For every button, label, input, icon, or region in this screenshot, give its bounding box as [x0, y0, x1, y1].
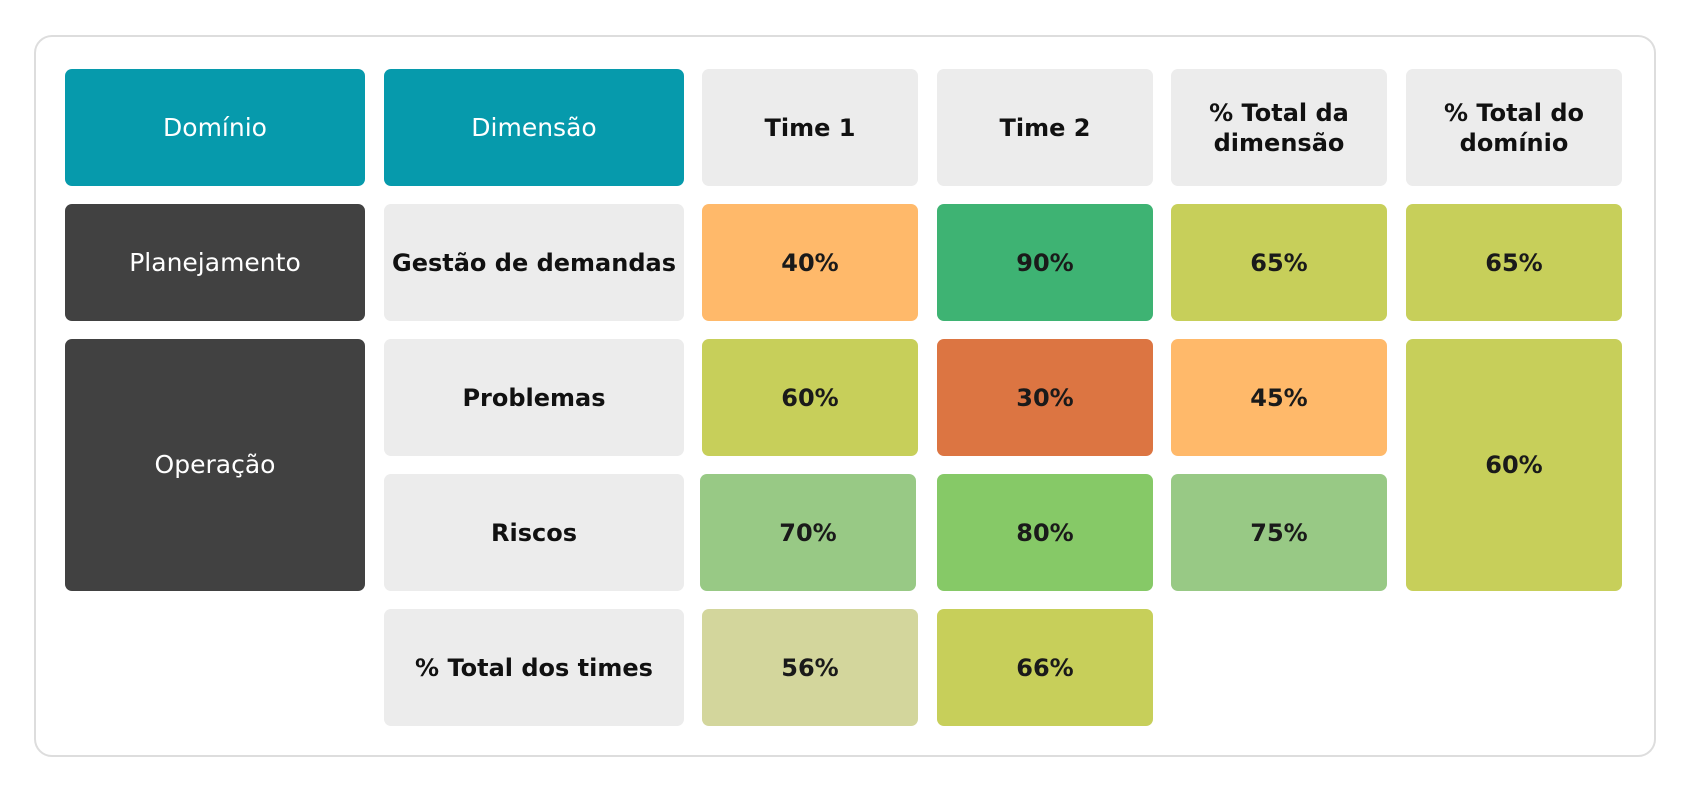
header-dimension-total: % Total da dimensão — [1171, 69, 1387, 186]
value-planejamento-domain-total: 65% — [1406, 204, 1622, 321]
domain-planejamento: Planejamento — [65, 204, 365, 321]
value-team2-total: 66% — [937, 609, 1153, 726]
value-team1-total: 56% — [702, 609, 918, 726]
value-riscos-total: 75% — [1171, 474, 1387, 591]
header-domain: Domínio — [65, 69, 365, 186]
dimension-gestao-de-demandas: Gestão de demandas — [384, 204, 684, 321]
value-gestao-total: 65% — [1171, 204, 1387, 321]
value-riscos-team2: 80% — [937, 474, 1153, 591]
header-team2: Time 2 — [937, 69, 1153, 186]
dimension-riscos: Riscos — [384, 474, 684, 591]
header-domain-total: % Total do domínio — [1406, 69, 1622, 186]
header-dimension: Dimensão — [384, 69, 684, 186]
domain-operacao: Operação — [65, 339, 365, 591]
value-riscos-team1: 70% — [700, 474, 916, 591]
dimension-problemas: Problemas — [384, 339, 684, 456]
value-gestao-team2: 90% — [937, 204, 1153, 321]
value-problemas-team1: 60% — [702, 339, 918, 456]
value-problemas-total: 45% — [1171, 339, 1387, 456]
value-problemas-team2: 30% — [937, 339, 1153, 456]
value-operacao-domain-total: 60% — [1406, 339, 1622, 591]
value-gestao-team1: 40% — [702, 204, 918, 321]
team-totals-label: % Total dos times — [384, 609, 684, 726]
header-team1: Time 1 — [702, 69, 918, 186]
